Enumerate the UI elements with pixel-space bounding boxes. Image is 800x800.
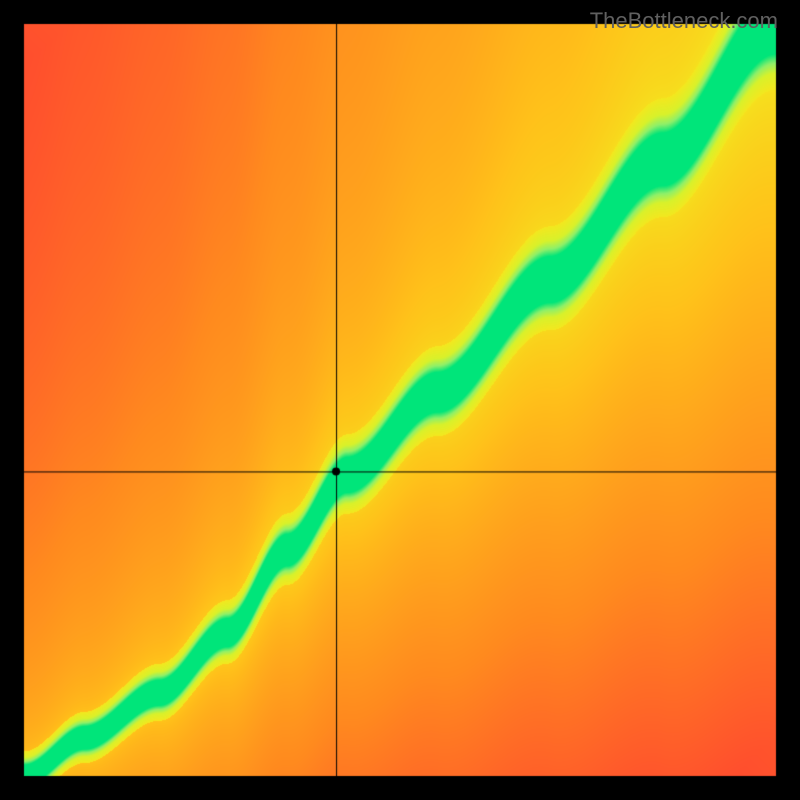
chart-root: TheBottleneck.com: [0, 0, 800, 800]
heatmap-canvas: [0, 0, 800, 800]
watermark-text: TheBottleneck.com: [590, 8, 778, 34]
